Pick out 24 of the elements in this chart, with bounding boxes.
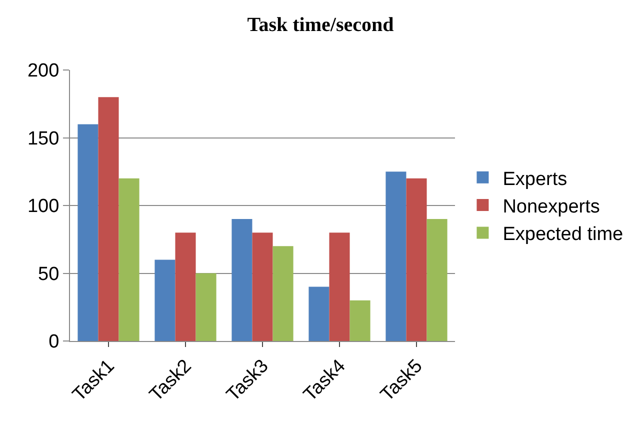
bar bbox=[154, 260, 176, 341]
y-tick-label: 150 bbox=[27, 128, 60, 150]
legend-label: Experts bbox=[502, 168, 568, 190]
bar bbox=[406, 178, 427, 341]
bar bbox=[175, 232, 196, 341]
y-tick-label: 200 bbox=[27, 60, 60, 82]
bar bbox=[386, 172, 406, 341]
y-tick-label: 50 bbox=[38, 264, 60, 285]
bar bbox=[118, 178, 140, 341]
legend-label: Nonexperts bbox=[502, 196, 600, 218]
bar bbox=[272, 246, 294, 341]
legend-label: Expected time bbox=[502, 224, 624, 246]
y-tick-label: 100 bbox=[27, 196, 60, 218]
bar bbox=[252, 232, 273, 341]
y-tick-label: 0 bbox=[48, 332, 60, 353]
bar bbox=[232, 219, 252, 341]
bar bbox=[329, 232, 350, 341]
chart-title: Task time/second bbox=[247, 14, 394, 36]
bar bbox=[308, 286, 330, 341]
bar bbox=[78, 124, 98, 341]
bar bbox=[98, 97, 119, 341]
bar bbox=[196, 273, 216, 341]
bar bbox=[350, 300, 370, 341]
bar bbox=[426, 219, 448, 341]
